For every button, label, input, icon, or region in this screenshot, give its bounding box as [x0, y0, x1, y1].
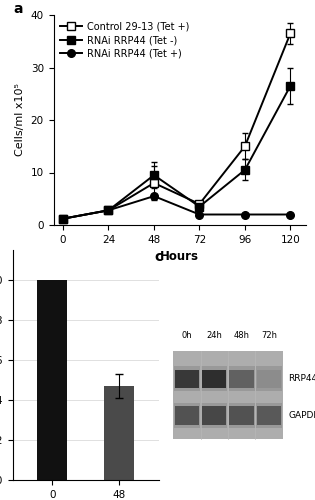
X-axis label: Hours: Hours — [160, 250, 199, 264]
Legend: Control 29-13 (Tet +), RNAi RRP44 (Tet -), RNAi RRP44 (Tet +): Control 29-13 (Tet +), RNAi RRP44 (Tet -… — [58, 20, 191, 60]
Text: 48h: 48h — [234, 330, 249, 340]
Bar — [104, 386, 134, 480]
Bar — [175, 406, 199, 425]
Text: c: c — [154, 250, 163, 264]
Bar — [174, 366, 200, 392]
Bar — [37, 280, 67, 480]
Bar — [257, 370, 281, 388]
Bar — [202, 406, 226, 425]
Text: 72h: 72h — [261, 330, 277, 340]
Bar — [257, 406, 281, 425]
Bar — [174, 403, 200, 428]
Bar — [175, 370, 199, 388]
Bar — [229, 370, 254, 388]
Bar — [256, 366, 282, 392]
Text: GAPDH: GAPDH — [289, 411, 315, 420]
Bar — [201, 403, 227, 428]
Bar — [201, 366, 227, 392]
Text: RRP44: RRP44 — [289, 374, 315, 384]
Text: 0h: 0h — [181, 330, 192, 340]
Text: 24h: 24h — [206, 330, 222, 340]
Bar — [256, 403, 282, 428]
Bar — [229, 403, 255, 428]
Bar — [229, 366, 255, 392]
Bar — [229, 406, 254, 425]
Bar — [173, 351, 283, 438]
Bar — [202, 370, 226, 388]
Y-axis label: Cells/ml x10⁵: Cells/ml x10⁵ — [15, 84, 25, 156]
Text: a: a — [13, 2, 23, 16]
